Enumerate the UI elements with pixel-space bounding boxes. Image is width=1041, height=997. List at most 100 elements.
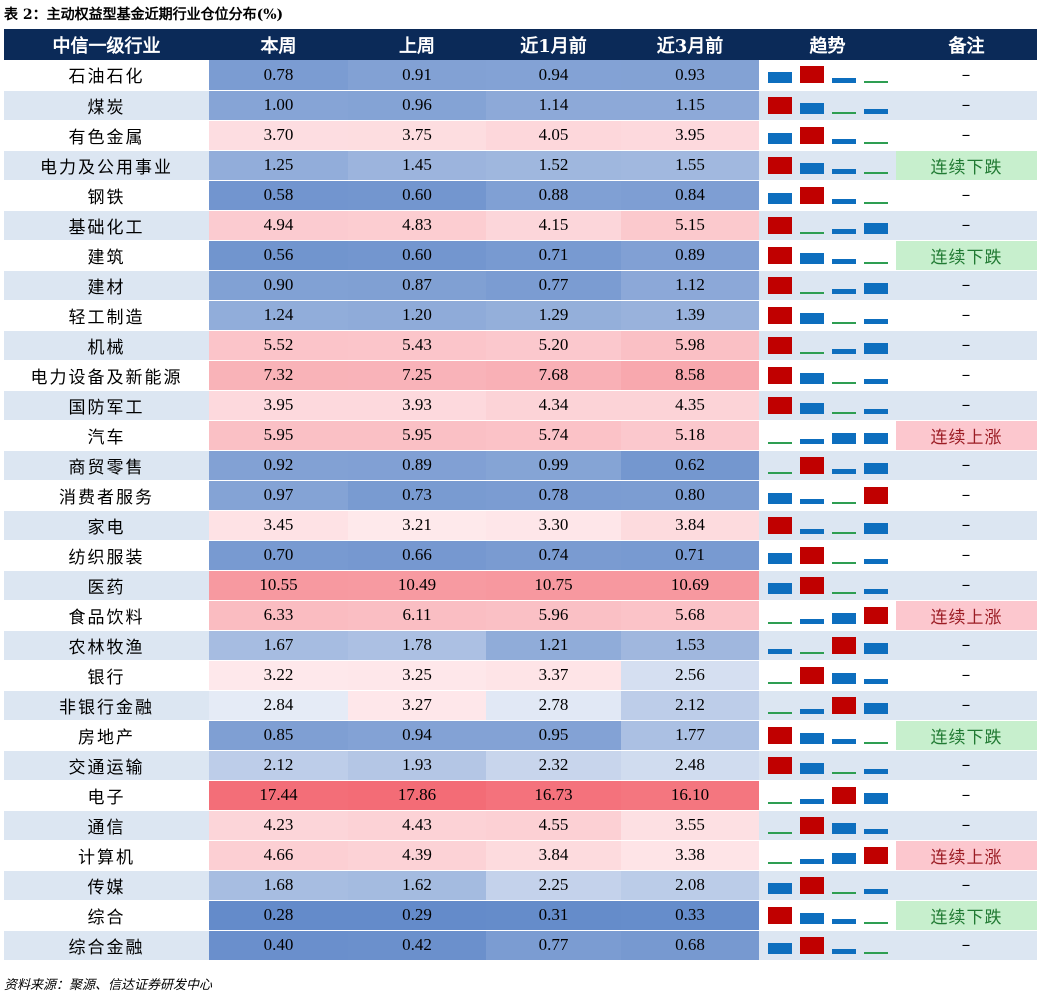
industry-name: 食品饮料 [4,600,209,631]
value-this-week: 1.67 [209,630,348,661]
value-3m-ago: 0.71 [621,540,759,571]
value-1m-ago: 4.55 [486,810,621,841]
value-last-week: 3.21 [348,510,486,541]
value-1m-ago: 0.99 [486,450,621,481]
trend-bar [768,681,792,684]
trend-bar [864,702,888,714]
value-this-week: 5.52 [209,330,348,361]
note-cell: 连续上涨 [896,600,1037,631]
trend-bar [832,288,856,294]
trend-bar [768,492,792,504]
value-last-week: 3.27 [348,690,486,721]
value-3m-ago: 2.56 [621,660,759,691]
table-row: 汽车 5.95 5.95 5.74 5.18 连续上涨 [4,420,1037,451]
trend-bar [832,786,856,804]
value-last-week: 4.39 [348,840,486,871]
trend-bar [768,621,792,624]
trend-bar [768,192,792,204]
value-1m-ago: 5.74 [486,420,621,451]
trend-bar [832,348,856,354]
value-1m-ago: 5.96 [486,600,621,631]
trend-cell [759,300,896,331]
trend-bar [768,246,792,264]
trend-bar [800,708,824,714]
trend-bar [768,72,792,84]
value-1m-ago: 4.34 [486,390,621,421]
trend-sparkline [768,726,888,744]
note-cell: – [896,510,1037,541]
value-3m-ago: 16.10 [621,780,759,811]
value-1m-ago: 3.30 [486,510,621,541]
trend-bar [800,186,824,204]
value-3m-ago: 0.89 [621,240,759,271]
trend-bar [864,432,888,444]
value-this-week: 0.92 [209,450,348,481]
value-last-week: 5.43 [348,330,486,361]
trend-bar [864,606,888,624]
trend-chart [766,186,893,206]
trend-sparkline [768,306,888,324]
value-last-week: 17.86 [348,780,486,811]
trend-bar [800,876,824,894]
value-3m-ago: 0.62 [621,450,759,481]
industry-name: 交通运输 [4,750,209,781]
industry-position-table: 中信一级行业 本周 上周 近1月前 近3月前 趋势 备注 石油石化 0.78 0.9… [4,29,1037,961]
trend-chart [766,816,893,836]
trend-cell [759,900,896,931]
value-1m-ago: 0.78 [486,480,621,511]
trend-bar [768,942,792,954]
table-row: 家电 3.45 3.21 3.30 3.84 – [4,510,1037,541]
note-cell: 连续下跌 [896,150,1037,181]
trend-bar [864,888,888,894]
trend-bar [800,498,824,504]
value-1m-ago: 0.88 [486,180,621,211]
header-this-week: 本周 [209,29,348,60]
value-3m-ago: 1.55 [621,150,759,181]
trend-bar [800,528,824,534]
industry-name: 国防军工 [4,390,209,421]
table-row: 非银行金融 2.84 3.27 2.78 2.12 – [4,690,1037,721]
trend-bar [768,516,792,534]
industry-name: 基础化工 [4,210,209,241]
value-1m-ago: 0.77 [486,930,621,961]
value-this-week: 0.97 [209,480,348,511]
table-row: 电力设备及新能源 7.32 7.25 7.68 8.58 – [4,360,1037,391]
trend-bar [800,651,824,654]
trend-sparkline [768,786,888,804]
trend-bar [864,768,888,774]
trend-bar [864,81,888,84]
trend-bar [800,936,824,954]
trend-chart [766,306,893,326]
trend-bar [768,648,792,654]
trend-sparkline [768,336,888,354]
header-row: 中信一级行业 本周 上周 近1月前 近3月前 趋势 备注 [4,29,1037,60]
trend-bar [864,486,888,504]
trend-sparkline [768,216,888,234]
value-last-week: 3.93 [348,390,486,421]
trend-bar [768,726,792,744]
trend-cell [759,390,896,421]
value-this-week: 0.90 [209,270,348,301]
trend-bar [864,921,888,924]
trend-sparkline [768,276,888,294]
header-industry: 中信一级行业 [4,29,209,60]
trend-bar [800,66,824,84]
trend-bar [800,666,824,684]
position-table: 中信一级行业 本周 上周 近1月前 近3月前 趋势 备注 石油石化 0.78 0.9… [4,29,1037,961]
value-1m-ago: 1.14 [486,90,621,121]
value-1m-ago: 2.25 [486,870,621,901]
trend-bar [800,732,824,744]
note-cell: – [896,540,1037,571]
value-1m-ago: 2.32 [486,750,621,781]
value-last-week: 6.11 [348,600,486,631]
value-this-week: 1.68 [209,870,348,901]
value-last-week: 1.78 [348,630,486,661]
value-1m-ago: 4.05 [486,120,621,151]
value-last-week: 10.49 [348,570,486,601]
trend-chart [766,516,893,536]
value-this-week: 1.00 [209,90,348,121]
trend-bar [864,282,888,294]
table-row: 银行 3.22 3.25 3.37 2.56 – [4,660,1037,691]
note-cell: – [896,690,1037,721]
value-last-week: 4.43 [348,810,486,841]
